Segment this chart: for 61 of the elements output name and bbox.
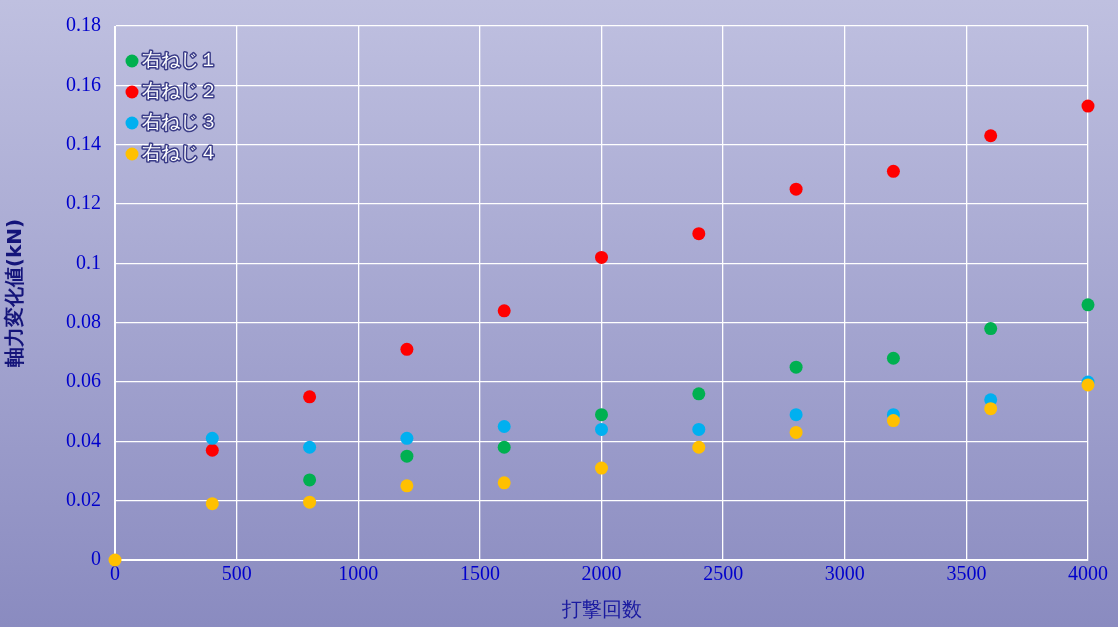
legend-label: 右ねじ２ (142, 78, 218, 101)
point (692, 422, 706, 436)
y-tick-label: 0.04 (66, 428, 101, 451)
point (789, 182, 803, 196)
x-tick-label: 0 (110, 562, 120, 585)
point (303, 495, 317, 509)
point (400, 449, 414, 463)
point (400, 342, 414, 356)
point (692, 227, 706, 241)
legend-label: 右ねじ４ (142, 140, 218, 163)
point (497, 476, 511, 490)
y-tick-label: 0.02 (66, 487, 101, 510)
point (303, 440, 317, 454)
point (984, 129, 998, 143)
point (789, 425, 803, 439)
x-tick-label: 3000 (824, 562, 865, 585)
y-tick-label: 0.14 (66, 131, 101, 154)
point (1081, 298, 1095, 312)
point (497, 440, 511, 454)
point (400, 431, 414, 445)
point (1081, 99, 1095, 113)
point (789, 408, 803, 422)
point (400, 479, 414, 493)
x-tick-label: 2000 (581, 562, 622, 585)
y-tick-label: 0.12 (66, 191, 101, 214)
x-tick-label: 4000 (1068, 562, 1108, 585)
point (984, 322, 998, 336)
point (497, 420, 511, 433)
x-tick-label: 1000 (338, 562, 379, 585)
x-tick-label: 3500 (946, 562, 987, 585)
point (595, 461, 608, 475)
point (886, 414, 900, 428)
point (205, 497, 219, 511)
x-axis-title: 打撃回数 (560, 597, 642, 622)
y-tick-label: 0.08 (66, 309, 101, 332)
y-tick-label: 0 (91, 547, 101, 570)
y-tick-label: 0.06 (66, 369, 101, 392)
point (205, 431, 219, 445)
legend-label: 右ねじ１ (142, 47, 218, 70)
y-tick-label: 0.16 (66, 72, 101, 95)
point (595, 408, 608, 422)
point (205, 443, 219, 457)
point (497, 304, 511, 318)
point (692, 387, 706, 401)
x-tick-label: 1500 (459, 562, 500, 585)
point (303, 390, 317, 404)
y-tick-label: 0.18 (66, 13, 101, 36)
point (595, 250, 608, 264)
point (886, 164, 900, 178)
x-tick-label: 2500 (703, 562, 744, 585)
point (595, 422, 608, 436)
point (692, 440, 706, 454)
point (984, 402, 998, 416)
legend-label: 右ねじ３ (142, 109, 218, 132)
point (108, 553, 122, 567)
point (303, 473, 317, 487)
point (789, 360, 803, 374)
point (886, 351, 900, 365)
x-tick-label: 500 (221, 562, 252, 585)
y-tick-label: 0.1 (76, 250, 101, 273)
y-axis-title: 軸力変化値(kN) (2, 218, 27, 369)
